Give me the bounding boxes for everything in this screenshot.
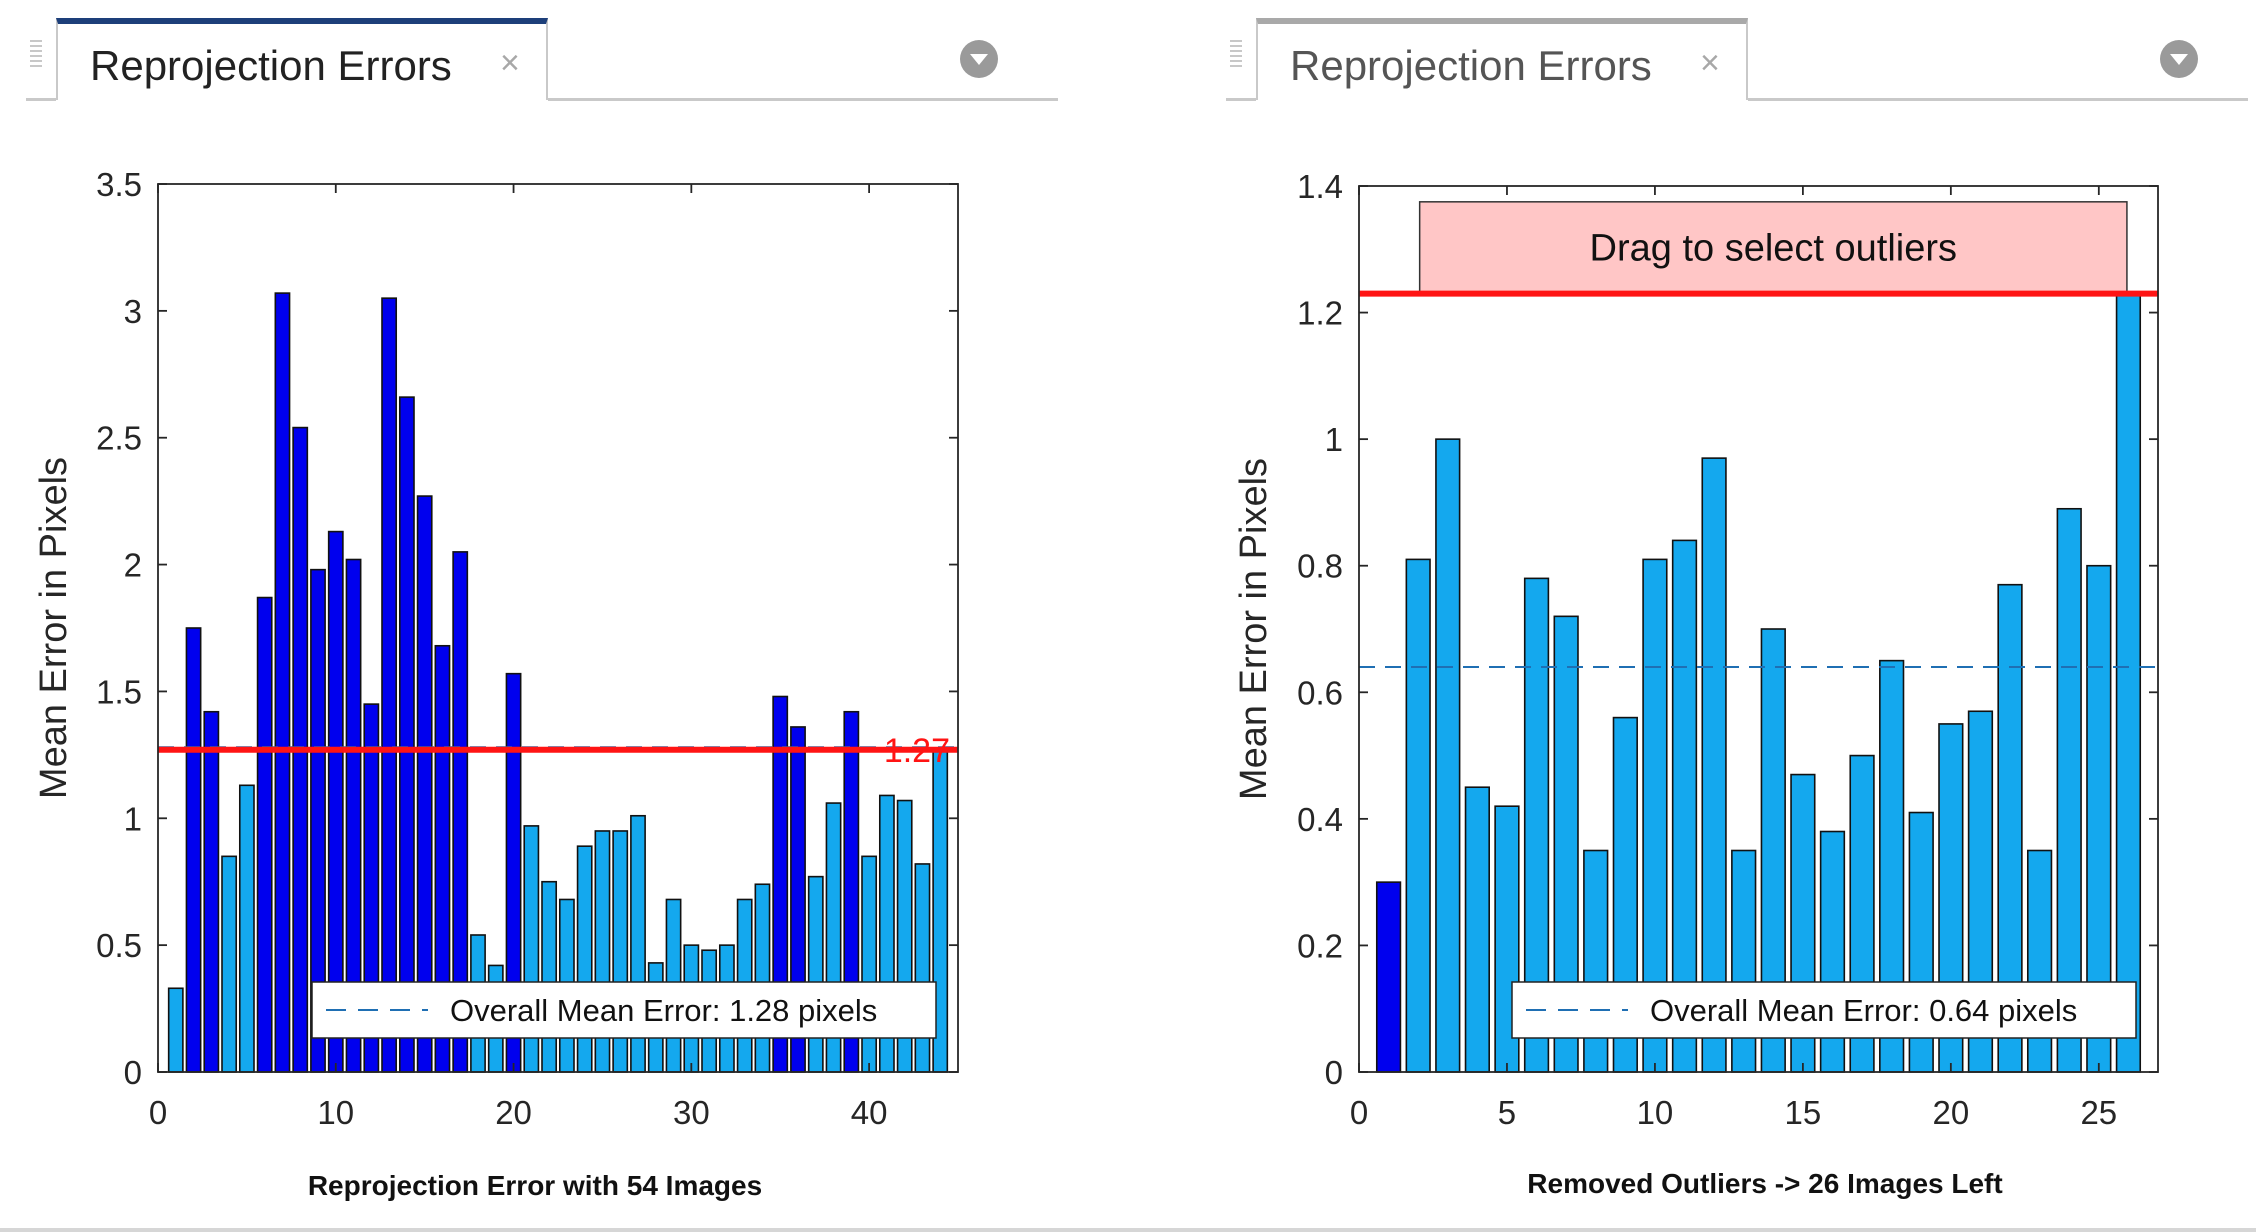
bar [1731, 849, 1757, 1073]
y-tick-label: 1 [124, 800, 142, 837]
bar [1701, 457, 1727, 1073]
outliers-removed-chart[interactable]: Drag to select outliers Overall Mean Erro… [1200, 140, 2256, 1140]
bar [1405, 558, 1431, 1073]
drag-grip-icon[interactable] [1230, 40, 1242, 70]
x-tick-label: 0 [1350, 1094, 1368, 1131]
x-tick-label: 0 [149, 1094, 167, 1131]
y-tick-label: 1.5 [96, 673, 142, 710]
bar [274, 292, 291, 1073]
x-tick-label: 15 [1785, 1094, 1822, 1131]
chart-caption: Reprojection Error with 54 Images [307, 1170, 763, 1201]
bar [914, 863, 931, 1073]
x-tick-label: 25 [2080, 1094, 2117, 1131]
plot-area [158, 184, 958, 1072]
x-tick-label: 20 [1932, 1094, 1969, 1131]
bar [398, 396, 415, 1073]
bar [381, 297, 398, 1073]
y-tick-label: 0.8 [1297, 548, 1343, 585]
bar [2026, 849, 2053, 1073]
drag-grip-icon[interactable] [30, 40, 42, 70]
y-tick-label: 1.2 [1297, 295, 1343, 332]
bottom-rule [0, 1228, 2256, 1232]
left-figure-panel: Reprojection Errors × 1.27 Overall Mean E… [0, 0, 1128, 1201]
axes-frame [157, 183, 959, 1073]
reprojection-error-chart[interactable]: 1.27 Overall Mean Error: 1.28 pixels 0 0.5 1… [0, 140, 1128, 1140]
legend-box [1511, 981, 2137, 1039]
bar [167, 987, 184, 1073]
legend-box [311, 981, 937, 1039]
y-axis-label: Mean Error in Pixels [33, 457, 75, 799]
tab-bar: Reprojection Errors × [0, 0, 1128, 102]
threshold-value-label: 1.27 [884, 732, 950, 770]
chart-caption: Removed Outliers -> 26 Images Left [1527, 1168, 2003, 1199]
y-tick-label: 2.5 [96, 420, 142, 457]
y-axis-label: Mean Error in Pixels [1233, 458, 1275, 800]
y-tick-label: 0 [124, 1054, 142, 1091]
y-tick-label: 1.4 [1297, 168, 1343, 205]
y-tick-label: 0.2 [1297, 927, 1343, 964]
tab-label: Reprojection Errors [1290, 42, 1652, 89]
outlier-selection-box [1418, 201, 2128, 295]
y-tick-label: 0.6 [1297, 674, 1343, 711]
bar [541, 880, 558, 1073]
bar [1435, 438, 1461, 1073]
right-figure-panel: Reprojection Errors × Drag to select out… [1200, 0, 2256, 1232]
x-tick-label: 20 [495, 1094, 532, 1131]
x-tick-label: 30 [673, 1094, 710, 1131]
close-icon[interactable]: × [1700, 44, 1720, 82]
close-icon[interactable]: × [500, 44, 520, 82]
bar [1464, 786, 1490, 1073]
tab-label: Reprojection Errors [90, 42, 452, 89]
tab-baseline [1226, 98, 1256, 101]
bar [203, 710, 220, 1073]
bar [1375, 881, 1402, 1073]
legend-entry: Overall Mean Error: 1.28 pixels [450, 993, 877, 1028]
tab-bar: Reprojection Errors × [1200, 0, 2256, 102]
x-tick-label: 10 [1637, 1094, 1674, 1131]
y-tick-label: 0.4 [1297, 801, 1343, 838]
panel-menu-icon[interactable] [960, 40, 998, 78]
y-tick-label: 3 [124, 293, 142, 330]
axes-frame [1358, 185, 2159, 1073]
tab-baseline [1748, 98, 2248, 101]
y-tick-label: 0 [1325, 1054, 1343, 1091]
tab-baseline [26, 98, 56, 101]
bar [1583, 849, 1609, 1073]
bar [221, 855, 238, 1073]
plot-area [1359, 186, 2158, 1072]
y-tick-label: 2 [124, 547, 142, 584]
y-tick-label: 1 [1325, 421, 1343, 458]
bar [238, 784, 255, 1073]
x-tick-label: 5 [1498, 1094, 1516, 1131]
bar [754, 883, 771, 1073]
x-tick-label: 10 [317, 1094, 354, 1131]
panel-menu-icon[interactable] [2160, 40, 2198, 78]
y-tick-label: 3.5 [96, 166, 142, 203]
x-tick-label: 40 [851, 1094, 888, 1131]
tab-reprojection-errors[interactable]: Reprojection Errors × [1256, 18, 1748, 100]
bar [861, 855, 878, 1073]
y-tick-label: 0.5 [96, 927, 142, 964]
tab-baseline [548, 98, 1058, 101]
selection-label: Drag to select outliers [1590, 228, 1958, 270]
bar [807, 875, 824, 1073]
tab-reprojection-errors[interactable]: Reprojection Errors × [56, 18, 548, 100]
bar [256, 596, 273, 1073]
bar [185, 627, 202, 1073]
bar [2115, 292, 2142, 1073]
legend-entry: Overall Mean Error: 0.64 pixels [1650, 993, 2077, 1028]
